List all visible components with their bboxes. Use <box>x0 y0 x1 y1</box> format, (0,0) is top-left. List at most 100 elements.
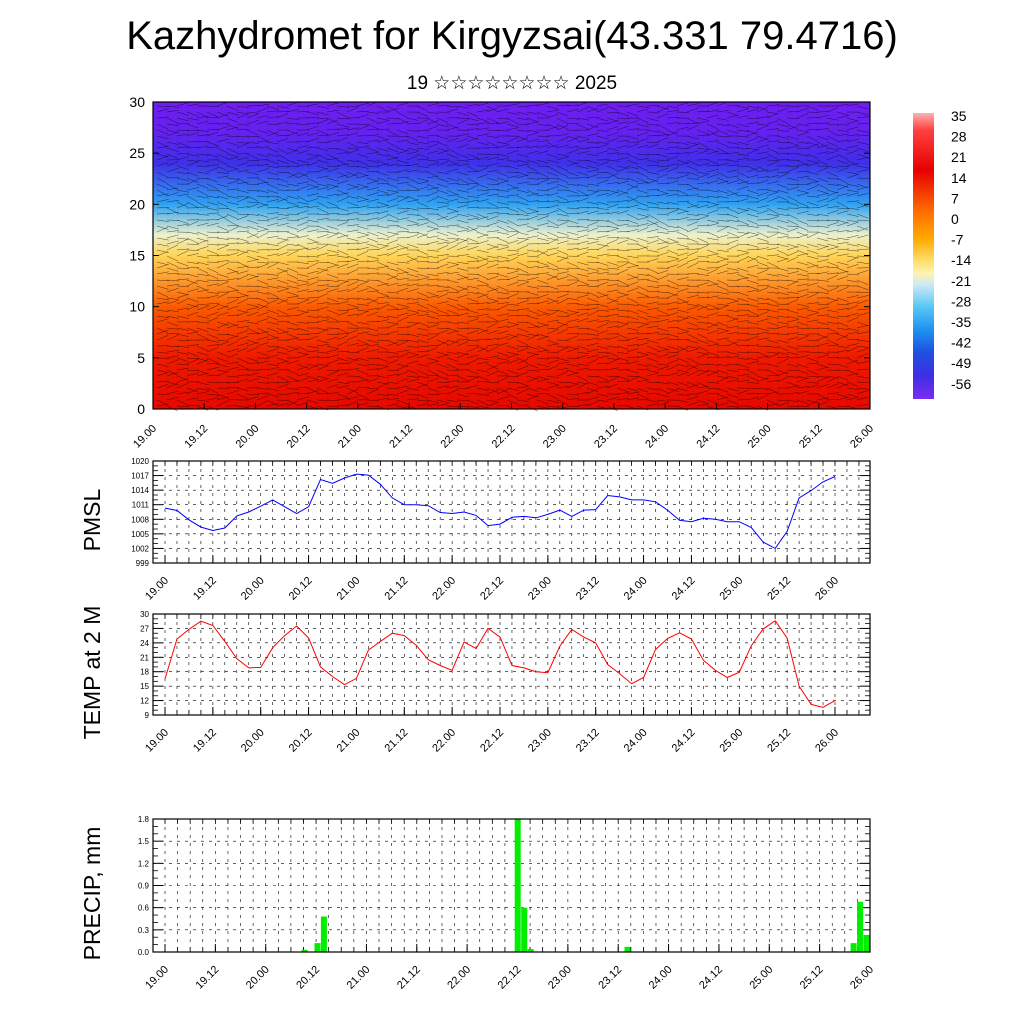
wind-barb <box>266 199 279 203</box>
wind-barb <box>316 356 330 359</box>
wind-barb <box>756 156 769 161</box>
wind-barb <box>206 153 219 158</box>
wind-barb <box>606 289 619 293</box>
wind-barb <box>396 181 409 185</box>
wind-barb <box>486 363 498 370</box>
wind-barb <box>406 309 419 313</box>
wind-barb <box>716 110 729 113</box>
wind-barb <box>346 211 359 215</box>
wind-barb <box>206 207 219 211</box>
wind-barb <box>336 105 349 108</box>
wind-barb <box>456 341 469 347</box>
wind-barb <box>716 180 729 185</box>
wind-barb <box>766 168 779 173</box>
wind-barb <box>696 245 709 251</box>
wind-barb <box>746 149 759 155</box>
wind-barb <box>746 248 759 251</box>
wind-barb <box>736 194 750 197</box>
wind-barb <box>306 229 319 233</box>
wind-barb <box>166 105 179 108</box>
wind-barb <box>256 351 269 356</box>
wind-barb <box>796 189 809 194</box>
wind-barb <box>526 228 539 233</box>
wind-barb <box>576 247 589 251</box>
wind-barb <box>676 183 690 186</box>
wind-barb <box>266 363 279 367</box>
wind-barb <box>536 294 549 299</box>
wind-barb <box>206 146 219 149</box>
wind-barb <box>456 195 469 200</box>
wind-barb <box>316 363 329 366</box>
wind-barb <box>446 147 458 154</box>
wind-barb <box>716 285 729 291</box>
wind-barb <box>676 162 689 167</box>
wind-barb <box>306 356 319 359</box>
wind-barb <box>286 243 299 247</box>
wind-barb <box>176 345 189 348</box>
wind-barb <box>566 183 579 186</box>
wind-barb <box>746 303 759 308</box>
wind-barb <box>826 141 839 147</box>
wind-barb <box>836 253 849 257</box>
wind-barb <box>726 339 738 346</box>
wind-barb <box>426 141 440 143</box>
wind-barb <box>526 321 538 328</box>
xtick-label: 26.00 <box>813 575 841 603</box>
wind-barb <box>666 338 680 341</box>
xtick-label: 26.00 <box>848 964 876 992</box>
wind-barb <box>776 356 789 359</box>
wind-barb <box>196 159 209 163</box>
wind-barb <box>596 212 609 215</box>
ytick-label: 1005 <box>131 530 149 539</box>
wind-barb <box>306 186 319 191</box>
wind-barb <box>266 195 279 198</box>
wind-barb <box>266 297 280 299</box>
wind-barb <box>316 134 329 137</box>
wind-barb <box>336 189 349 195</box>
wind-barb <box>706 164 720 167</box>
wind-barb <box>736 363 749 368</box>
wind-barb <box>396 111 408 118</box>
wind-barb <box>316 339 329 344</box>
wind-barb <box>306 345 319 349</box>
wind-barb <box>286 348 299 353</box>
wind-barb <box>296 289 309 293</box>
wind-barb <box>796 278 809 281</box>
wind-barb <box>276 230 290 233</box>
wind-barb <box>386 189 399 193</box>
wind-barb <box>706 123 718 130</box>
wind-barb <box>426 303 439 310</box>
wind-barb <box>776 189 789 194</box>
wind-barb <box>496 144 509 149</box>
wind-barb <box>216 165 228 172</box>
wind-barb <box>176 102 189 107</box>
wind-barb <box>526 121 539 125</box>
wind-barb <box>776 129 789 133</box>
wind-barb <box>706 209 719 215</box>
wind-barb <box>706 268 718 275</box>
wind-barb <box>156 271 169 275</box>
wind-barb <box>486 297 499 302</box>
wind-barb <box>386 282 399 287</box>
wind-barb <box>656 134 669 137</box>
wind-barb <box>686 141 699 145</box>
wind-barb <box>516 238 529 245</box>
wind-barb <box>246 362 259 365</box>
wind-barb <box>676 276 689 281</box>
wind-barb <box>606 159 619 162</box>
wind-barb <box>686 204 699 209</box>
wind-barb <box>536 193 549 197</box>
wind-barb <box>706 237 719 241</box>
wind-barb <box>416 186 429 191</box>
wind-barb <box>846 257 859 263</box>
wind-barb <box>186 243 200 245</box>
wind-barb <box>396 271 409 275</box>
wind-barb <box>796 175 809 179</box>
wind-barb <box>736 123 749 128</box>
wind-barb <box>266 206 280 209</box>
wind-barb <box>606 191 619 197</box>
wind-barb <box>836 133 849 137</box>
wind-barb <box>586 107 599 113</box>
wind-barb <box>486 117 498 124</box>
wind-barb <box>786 183 800 186</box>
